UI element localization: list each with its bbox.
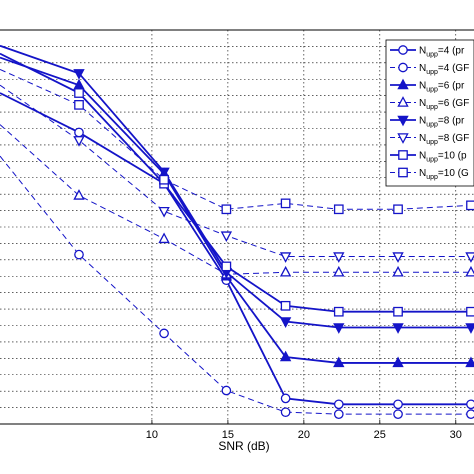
series-8 — [0, 68, 474, 215]
data-point — [393, 409, 403, 419]
data-point — [333, 399, 344, 410]
series-line — [0, 52, 471, 313]
data-point — [333, 356, 345, 368]
legend-marker — [397, 96, 409, 107]
legend-marker — [398, 62, 408, 73]
data-point — [159, 328, 169, 339]
series-line — [0, 44, 471, 329]
legend-marker — [397, 133, 409, 144]
legend-entry: Nupp=4 (GF — [390, 62, 469, 76]
data-point — [333, 252, 345, 263]
data-point — [465, 265, 474, 277]
legend-label: Nupp=8 (pr — [419, 116, 465, 129]
data-point — [73, 189, 85, 200]
data-point — [221, 385, 232, 396]
legend-entry: Nupp=8 (GF — [390, 133, 469, 146]
data-point — [74, 88, 84, 98]
legend-label: Nupp=10 (G — [419, 168, 469, 181]
series-7 — [0, 52, 474, 317]
legend-entry: Nupp=10 (p — [390, 150, 467, 164]
grid — [0, 30, 474, 424]
legend: Nupp=4 (pr Nupp=4 (GF Nupp=6 (pr Nupp=6 (GF… — [385, 39, 474, 187]
data-point — [466, 200, 474, 211]
data-point — [74, 249, 84, 260]
data-point — [279, 265, 292, 277]
series-6 — [0, 84, 474, 263]
data-point — [466, 306, 474, 317]
data-point — [73, 136, 85, 147]
data-point — [280, 300, 291, 311]
x-tick-label: 20 — [298, 429, 310, 441]
series-5 — [0, 44, 474, 334]
data-point — [393, 306, 403, 317]
data-point — [280, 407, 291, 418]
data-point — [158, 232, 170, 244]
legend-marker — [398, 167, 408, 178]
legend-label: Nupp=6 (GF — [419, 98, 469, 111]
series-line — [0, 155, 471, 415]
series-line — [0, 56, 471, 364]
x-axis-title: SNR (dB) — [218, 439, 269, 453]
series-line — [0, 84, 471, 258]
legend-marker — [398, 150, 408, 160]
data-point — [159, 174, 169, 185]
x-tick-label: 30 — [450, 429, 462, 441]
data-point — [466, 399, 474, 410]
series-line — [0, 68, 471, 210]
series-line — [0, 92, 471, 406]
data-point — [333, 409, 344, 419]
data-point — [392, 265, 404, 277]
legend-marker — [397, 115, 409, 127]
data-point — [465, 323, 474, 334]
legend-label: Nupp=4 (pr — [419, 46, 465, 59]
series-group — [0, 44, 474, 419]
data-point — [333, 306, 344, 317]
data-point — [392, 252, 404, 263]
data-point — [74, 100, 84, 110]
data-point — [280, 198, 291, 209]
data-point — [158, 167, 170, 179]
series-line — [0, 124, 471, 275]
data-point — [465, 356, 474, 368]
legend-entry: Nupp=10 (G — [390, 167, 469, 181]
data-point — [220, 231, 233, 243]
data-point — [393, 399, 403, 410]
data-point — [333, 323, 345, 334]
legend-box — [385, 39, 474, 187]
legend-label: Nupp=4 (GF — [419, 63, 469, 76]
legend-entry: Nupp=6 (pr — [390, 78, 465, 94]
plot-frame — [0, 29, 474, 425]
data-point — [392, 356, 404, 368]
data-point — [74, 127, 84, 138]
x-axis-ticks: 10 15 20 25 30 — [146, 420, 462, 441]
data-point — [393, 204, 403, 215]
legend-label: Nupp=6 (pr — [419, 81, 465, 94]
series-2 — [0, 155, 474, 419]
legend-marker — [398, 45, 408, 55]
data-point — [465, 252, 474, 263]
data-point — [333, 204, 344, 215]
legend-label: Nupp=8 (GF — [419, 133, 469, 146]
x-tick-label: 25 — [374, 429, 386, 441]
data-point — [279, 350, 292, 362]
legend-entry: Nupp=6 (GF — [390, 96, 469, 111]
data-point — [392, 323, 404, 334]
legend-marker — [397, 78, 409, 90]
legend-entry: Nupp=4 (pr — [390, 45, 465, 59]
data-point — [221, 204, 232, 215]
x-tick-label: 15 — [222, 429, 234, 441]
data-point — [221, 261, 232, 272]
x-tick-label: 10 — [146, 429, 158, 441]
data-point — [279, 252, 292, 263]
data-point — [158, 206, 170, 218]
series-1 — [0, 92, 474, 410]
data-point — [279, 317, 292, 328]
legend-entry: Nupp=8 (pr — [390, 116, 465, 129]
data-point — [73, 69, 85, 80]
data-point — [280, 393, 291, 404]
data-point — [466, 409, 474, 419]
legend-label: Nupp=10 (p — [419, 151, 467, 164]
data-point — [333, 265, 345, 277]
